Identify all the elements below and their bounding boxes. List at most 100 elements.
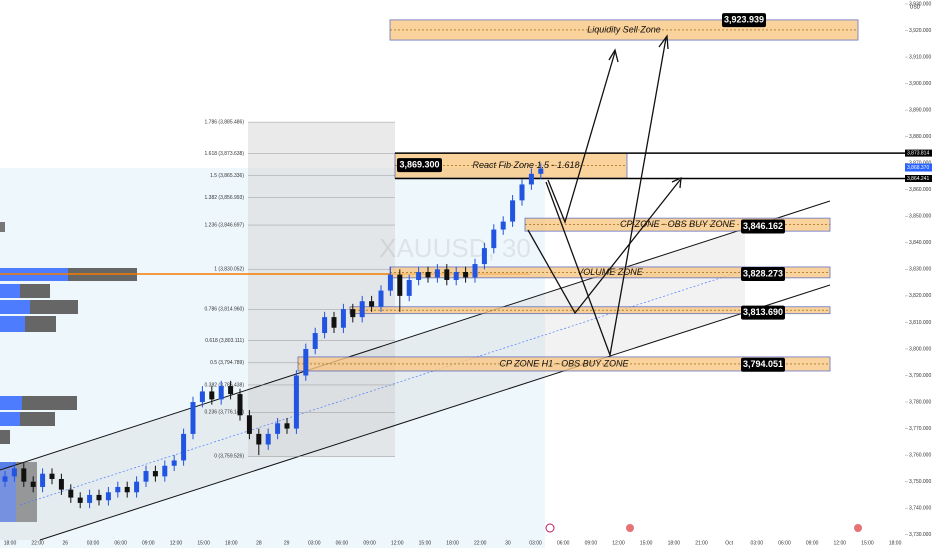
candle-body [87, 494, 93, 503]
candle-body [190, 402, 196, 434]
x-tick-label: 03:00 [529, 540, 542, 546]
zone-label: VOLUME ZONE [577, 267, 644, 277]
axis-badge-label: 3,873.814 [907, 150, 929, 156]
candle-body [256, 433, 262, 445]
axis-badge [905, 174, 932, 182]
price-badge [741, 357, 785, 372]
y-tick-label: 3,760.000 [909, 452, 931, 458]
y-tick-label: 3,830.000 [909, 267, 931, 273]
price-badge-label: 3,923.939 [724, 14, 764, 24]
candle-body [340, 309, 346, 328]
fib-label: 0.786 (3,814.960) [205, 307, 245, 313]
candle-body [171, 460, 177, 466]
candle-body [425, 272, 431, 278]
x-tick-label: 15:00 [861, 540, 874, 546]
candle-body [491, 229, 497, 249]
candle-body [2, 476, 8, 482]
last-price-badge [905, 163, 932, 172]
y-tick-label: 3,860.000 [909, 187, 931, 193]
candle-body [369, 301, 375, 307]
candle-body [105, 492, 111, 501]
fib-label: 0.5 (3,794.789) [210, 360, 244, 366]
x-tick-label: 03:00 [87, 540, 100, 546]
candle-body [209, 391, 215, 400]
candle-body [397, 274, 403, 296]
x-tick-label: 15:00 [197, 540, 210, 546]
candle-body [453, 272, 459, 280]
price-badge [722, 13, 766, 28]
x-tick-label: 21:00 [695, 540, 708, 546]
fib-label: 0.382 (3,786.438) [205, 382, 245, 388]
y-tick-label: 3,880.000 [909, 134, 931, 140]
zone-label: React Fib Zone 1.5 - 1.618 [472, 160, 579, 170]
x-tick-label: 12:00 [612, 540, 625, 546]
candle-body [472, 264, 478, 278]
axis-badge [905, 149, 932, 157]
y-tick-label: 3,920.000 [909, 28, 931, 34]
price-badge [741, 266, 785, 281]
candle-body [77, 497, 83, 503]
zone-label: CP ZONE - OBS BUY ZONE [620, 219, 736, 229]
candle-body [228, 386, 234, 395]
channel-fill [0, 228, 745, 540]
y-tick-label: 3,730.000 [909, 532, 931, 538]
candle-body [124, 486, 130, 493]
price-badge-label: 3,869.300 [399, 159, 439, 169]
candle-body [510, 200, 516, 222]
candle-body [265, 433, 271, 445]
candle-body [463, 272, 469, 278]
candle-body [312, 333, 318, 349]
y-tick-label: 3,890.000 [909, 107, 931, 113]
volume-profile [0, 222, 137, 522]
fib-label: 0 (3,759.526) [214, 454, 244, 460]
candle-body [143, 471, 149, 482]
price-badge-label: 3,828.273 [743, 268, 783, 278]
x-tick-label: 18:00 [225, 540, 238, 546]
candle-body [444, 269, 450, 280]
x-tick-label: 12:00 [391, 540, 404, 546]
candle-body [284, 423, 290, 429]
event-icons [545, 523, 862, 533]
fib-label: 0.236 (3,776.142) [205, 410, 245, 416]
candle-body [115, 486, 121, 493]
price-badge-label: 3,846.162 [743, 221, 783, 231]
x-tick-label: Oct [725, 540, 733, 546]
y-tick-label: 3,780.000 [909, 399, 931, 405]
candle-body [500, 221, 506, 230]
candle-body [68, 489, 74, 498]
x-tick-label: 18:00 [889, 540, 902, 546]
candle-body [378, 290, 384, 307]
fib-box [248, 122, 395, 457]
x-tick-label: 18:00 [446, 540, 459, 546]
x-tick-label: 15:00 [419, 540, 432, 546]
candle-body [40, 473, 46, 487]
candle-body [199, 391, 205, 403]
candle-body [181, 433, 187, 461]
x-tick-label: 06:00 [557, 540, 570, 546]
x-tick-label: 26 [63, 540, 69, 546]
candle-body [11, 468, 17, 477]
channel-lower [39, 284, 831, 541]
candle-body [49, 473, 55, 480]
x-tick-label: 09:00 [806, 540, 819, 546]
watermark: XAUUSD, 30 [379, 233, 531, 263]
candle-body [21, 468, 27, 482]
x-tick-label: 18:00 [668, 540, 681, 546]
candle-body [293, 375, 299, 429]
candle-body [350, 309, 356, 318]
x-tick-label: 03:00 [751, 540, 764, 546]
x-tick-label: 09:00 [142, 540, 155, 546]
x-tick-label: 28 [256, 540, 262, 546]
x-tick-label: 06:00 [114, 540, 127, 546]
price-badge [397, 158, 442, 173]
axis-badge-label: 3,864.241 [907, 176, 929, 182]
candle-body [30, 481, 36, 487]
x-tick-label: 09:00 [585, 540, 598, 546]
y-tick-label: 3,810.000 [909, 320, 931, 326]
fib-label: 1.236 (3,846.697) [205, 222, 245, 228]
y-tick-label: 3,750.000 [909, 479, 931, 485]
x-tick-label: 30 [505, 540, 511, 546]
last-price-label: 3,868.370 [907, 165, 929, 171]
fib-label: 1 (3,830.052) [214, 267, 244, 273]
candle-body [387, 274, 393, 291]
